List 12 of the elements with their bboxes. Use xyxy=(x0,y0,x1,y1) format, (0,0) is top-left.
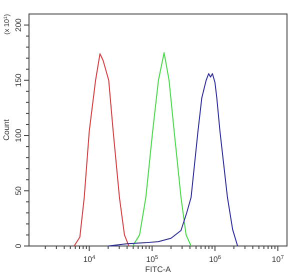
line-series xyxy=(74,53,130,246)
y-tick-label: 0 xyxy=(14,243,23,248)
y-tick-label: 100 xyxy=(14,128,23,142)
x-tick-label: 10$^{4}$ xyxy=(83,255,96,264)
x-tick-label: 10$^{7}$ xyxy=(272,255,284,264)
y-tick-label: 200 xyxy=(14,18,23,32)
y-tick-label: 150 xyxy=(14,73,23,87)
x-axis-title: FITC-A xyxy=(145,265,172,274)
x-tick-label: 10$^{5}$ xyxy=(146,255,158,264)
y-tick-label: 50 xyxy=(14,186,23,196)
x-tick-label: 10$^{6}$ xyxy=(208,255,221,264)
y-axis-title: Count xyxy=(2,118,11,141)
